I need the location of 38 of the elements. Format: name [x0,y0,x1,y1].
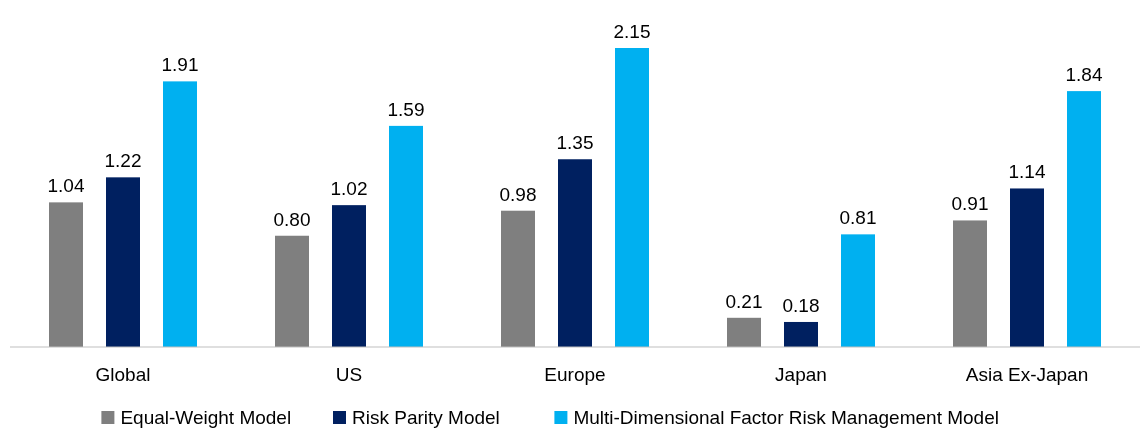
bar [841,234,875,347]
data-label: 1.84 [1065,64,1103,86]
data-label: 1.14 [1008,161,1046,183]
data-label: 1.91 [161,54,199,76]
data-label: 0.21 [725,290,763,312]
data-label: 0.18 [782,294,820,316]
data-label: 1.04 [47,175,85,197]
bar [49,202,83,347]
data-label: 1.35 [556,132,594,154]
data-label: 0.98 [499,183,537,205]
bar [615,48,649,347]
data-label: 0.91 [951,193,989,215]
bar [501,210,535,347]
x-tick-label: Asia Ex-Japan [965,364,1089,385]
legend-label: Risk Parity Model [352,407,500,428]
bar [953,220,987,347]
bar [1067,91,1101,347]
x-tick-label: US [335,364,363,385]
bar [784,321,818,347]
legend-label: Equal-Weight Model [120,407,292,428]
x-tick-label: Japan [775,364,827,385]
data-label: 1.22 [104,150,142,172]
data-label: 0.80 [273,208,311,230]
data-label: 0.81 [839,207,877,229]
legend-label: Multi-Dimensional Factor Risk Management Model [573,407,999,428]
bar [558,159,592,347]
x-tick-label: Global [95,364,151,385]
bar [1010,188,1044,347]
bar [106,177,140,347]
x-tick-label: Europe [544,364,606,385]
data-label: 2.15 [613,21,651,42]
data-label: 1.59 [387,98,425,120]
data-label: 1.02 [330,178,368,200]
bar [727,317,761,347]
bar [389,125,423,347]
bar [332,205,366,347]
bar [163,81,197,347]
bar [275,235,309,347]
